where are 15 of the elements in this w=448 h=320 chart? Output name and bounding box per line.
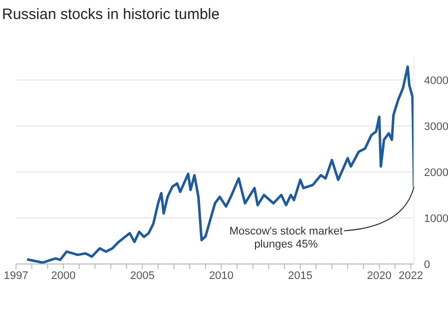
- x-tick-label: 1997: [4, 270, 28, 282]
- y-tick-label: 0: [424, 258, 430, 271]
- x-tick-label: 2000: [51, 270, 76, 282]
- x-tick-label: 2022: [398, 270, 424, 282]
- x-tick-label: 2020: [367, 270, 392, 282]
- x-tick-label: 2010: [209, 270, 234, 282]
- y-tick-label: 2000: [424, 166, 448, 179]
- y-tick-label: 4000: [424, 74, 448, 87]
- x-tick-label: 2005: [130, 270, 155, 282]
- y-tick-label: 3000: [424, 120, 448, 133]
- y-tick-label: 1000: [424, 212, 448, 225]
- chart-title: Russian stocks in historic tumble: [2, 6, 220, 23]
- annotation: Moscow's stock market plunges 45%: [229, 226, 343, 251]
- x-tick-label: 2015: [288, 270, 313, 282]
- line-series: [26, 65, 414, 264]
